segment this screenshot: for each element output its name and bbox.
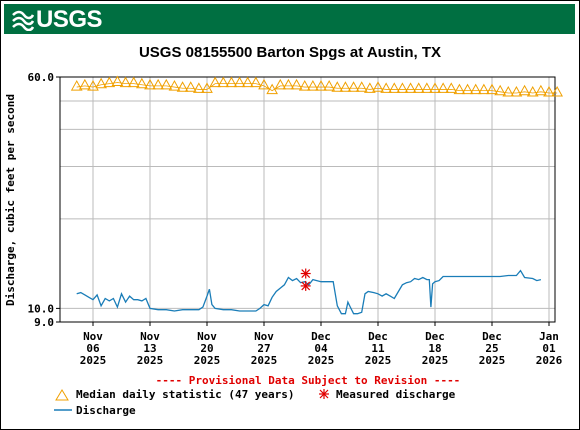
- y-axis-ticks: 60.0 10.09.0: [28, 71, 61, 329]
- y-axis-label: Discharge, cubic feet per second: [4, 94, 17, 306]
- legend-median-marker: [56, 390, 68, 400]
- median-series: [72, 76, 562, 96]
- y-tick-label: 60.0: [28, 71, 55, 84]
- legend-discharge-label: Discharge: [76, 404, 136, 417]
- x-tick-label: 2025: [479, 354, 506, 367]
- x-tick-label: 2025: [422, 354, 449, 367]
- grid-lines: [60, 77, 555, 322]
- median-point: [520, 86, 530, 95]
- y-tick-label: 9.0: [34, 316, 54, 329]
- measured-discharge-series: [301, 269, 311, 291]
- x-axis-ticks: Nov062025Nov132025Nov202025Nov272025Dec0…: [80, 322, 563, 367]
- legend: Median daily statistic (47 years) Measur…: [54, 388, 456, 417]
- median-point: [80, 80, 90, 89]
- x-tick-label: 2025: [137, 354, 164, 367]
- plot-area-border: [60, 77, 555, 322]
- legend-asterisk: [319, 389, 329, 399]
- median-point: [536, 86, 546, 95]
- x-tick-label: 2025: [251, 354, 278, 367]
- y-tick-label: 10.0: [28, 302, 55, 315]
- measured-point: [301, 281, 311, 291]
- x-tick-label: 2025: [308, 354, 335, 367]
- provisional-note: ---- Provisional Data Subject to Revisio…: [156, 374, 461, 387]
- x-tick-label: 2026: [536, 354, 563, 367]
- legend-measured-label: Measured discharge: [336, 388, 456, 401]
- x-tick-label: 2025: [194, 354, 221, 367]
- legend-median-label: Median daily statistic (47 years): [76, 388, 295, 401]
- measured-point: [301, 269, 311, 279]
- median-point: [112, 76, 122, 85]
- x-tick-label: 2025: [80, 354, 107, 367]
- legend-measured-marker: [319, 389, 329, 399]
- x-tick-label: 2025: [365, 354, 392, 367]
